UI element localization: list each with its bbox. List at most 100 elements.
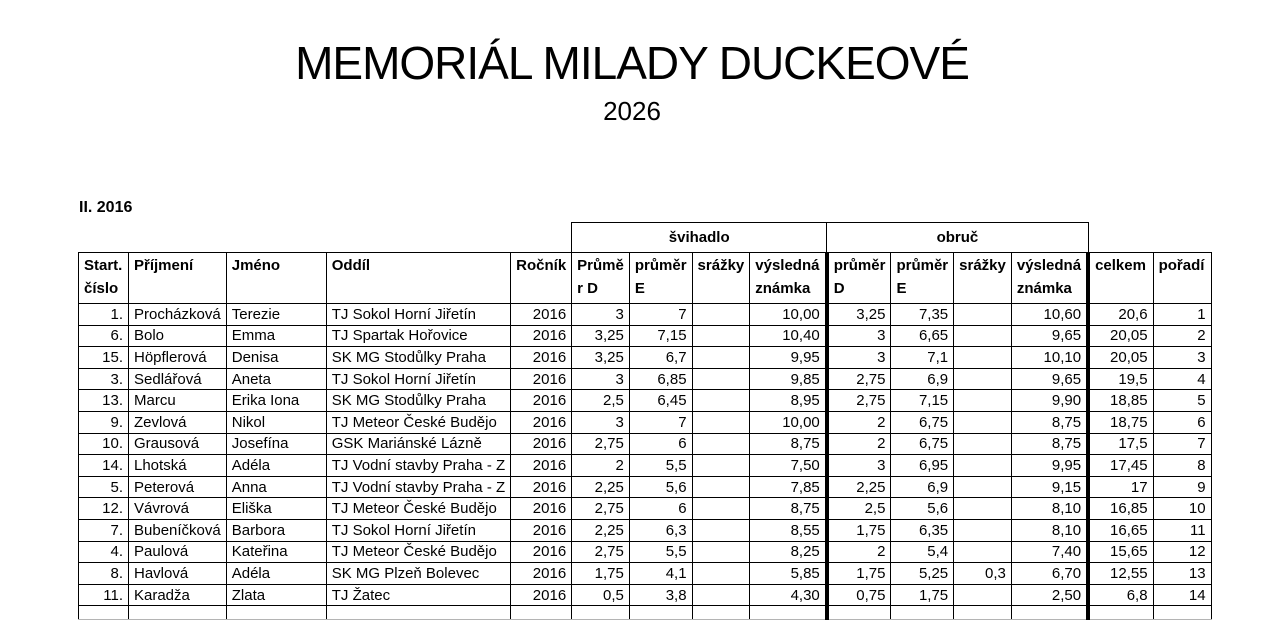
table-row: 7. Bubeníčková Barbora TJ Sokol Horní Jiřet… <box>78 518 1212 542</box>
cell-celkem: 17,45 <box>1086 454 1154 477</box>
cell-obruc-srazky <box>953 432 1012 456</box>
cell-start-number: 9. <box>78 410 129 434</box>
cell-start-number: 4. <box>78 540 129 564</box>
col-header-svihadlo-vysledna: výsledná známka <box>749 252 828 304</box>
cell-obruc-prumer-d: 3,25 <box>824 303 892 326</box>
cell-birth-year: 2016 <box>510 475 573 499</box>
cell-obruc-srazky <box>953 497 1012 520</box>
cell-celkem: 12,55 <box>1086 562 1154 585</box>
cell-obruc-prumer-e: 6,9 <box>890 475 955 499</box>
cell-surname: Peterová <box>128 475 227 499</box>
empty-cell <box>571 605 630 621</box>
cell-start-number: 5. <box>78 475 129 499</box>
empty-cell <box>628 605 693 621</box>
table-row: 15. Höpflerová Denisa SK MG Stodůlky Praha 2… <box>78 346 1212 369</box>
cell-celkem: 20,05 <box>1086 324 1154 348</box>
cell-poradi: 7 <box>1152 432 1212 456</box>
cell-first-name: Zlata <box>225 583 327 607</box>
cell-celkem: 16,85 <box>1086 497 1154 520</box>
cell-club: TJ Sokol Horní Jiřetín <box>325 303 512 326</box>
cell-poradi: 2 <box>1152 324 1212 348</box>
empty-cell <box>225 605 327 621</box>
table-row: 10. Grausová Josefína GSK Mariánské Lázně 20… <box>78 432 1212 456</box>
cell-obruc-prumer-e: 6,75 <box>890 432 955 456</box>
cell-svihadlo-srazky <box>691 324 751 348</box>
cell-start-number: 13. <box>78 389 129 412</box>
cell-surname: Bolo <box>128 324 227 348</box>
cell-svihadlo-srazky <box>691 303 751 326</box>
cell-start-number: 15. <box>78 346 129 369</box>
cell-svihadlo-srazky <box>691 367 751 391</box>
cell-obruc-prumer-e: 7,15 <box>890 389 955 412</box>
cell-first-name: Kateřina <box>225 540 327 564</box>
cell-svihadlo-prumer-d: 3,25 <box>571 346 630 369</box>
col-header-surname: Příjmení <box>128 252 227 304</box>
cell-obruc-vysledna: 9,15 <box>1010 475 1089 499</box>
cell-svihadlo-srazky <box>691 454 751 477</box>
group-spacer-left <box>79 223 572 253</box>
cell-obruc-vysledna: 8,75 <box>1010 410 1089 434</box>
cell-obruc-srazky <box>953 475 1012 499</box>
cell-club: TJ Spartak Hořovice <box>325 324 512 348</box>
cell-club: TJ Meteor České Budějo <box>325 497 512 520</box>
cell-birth-year: 2016 <box>510 432 573 456</box>
cell-svihadlo-prumer-d: 2,75 <box>571 497 630 520</box>
cell-obruc-vysledna: 6,70 <box>1010 562 1089 585</box>
cell-svihadlo-srazky <box>691 410 751 434</box>
cell-svihadlo-vysledna: 9,95 <box>749 346 828 369</box>
cell-start-number: 10. <box>78 432 129 456</box>
results-table: švihadlo obruč Start. číslo Příjmení Jmé… <box>78 222 1212 621</box>
cell-obruc-prumer-e: 6,35 <box>890 518 955 542</box>
cell-obruc-vysledna: 8,10 <box>1010 497 1089 520</box>
cell-birth-year: 2016 <box>510 562 573 585</box>
cell-obruc-prumer-d: 2,25 <box>824 475 892 499</box>
cell-birth-year: 2016 <box>510 454 573 477</box>
cell-obruc-srazky <box>953 367 1012 391</box>
cell-poradi: 10 <box>1152 497 1212 520</box>
cell-obruc-vysledna: 9,65 <box>1010 324 1089 348</box>
cell-club: SK MG Stodůlky Praha <box>325 346 512 369</box>
cell-obruc-prumer-d: 1,75 <box>824 518 892 542</box>
cell-start-number: 14. <box>78 454 129 477</box>
empty-cell <box>953 605 1012 621</box>
cell-surname: Höpflerová <box>128 346 227 369</box>
cell-svihadlo-vysledna: 10,40 <box>749 324 828 348</box>
cell-poradi: 1 <box>1152 303 1212 326</box>
cell-poradi: 5 <box>1152 389 1212 412</box>
cell-surname: Lhotská <box>128 454 227 477</box>
cell-svihadlo-vysledna: 8,95 <box>749 389 828 412</box>
col-header-obruc-vysledna: výsledná známka <box>1010 252 1089 304</box>
cell-obruc-vysledna: 8,75 <box>1010 432 1089 456</box>
cell-svihadlo-srazky <box>691 475 751 499</box>
cell-obruc-vysledna: 10,10 <box>1010 346 1089 369</box>
cell-obruc-vysledna: 10,60 <box>1010 303 1089 326</box>
cell-obruc-vysledna: 7,40 <box>1010 540 1089 564</box>
group-header-svihadlo: švihadlo <box>571 222 828 253</box>
cell-svihadlo-vysledna: 8,75 <box>749 432 828 456</box>
cell-birth-year: 2016 <box>510 303 573 326</box>
cell-start-number: 11. <box>78 583 129 607</box>
cell-obruc-srazky: 0,3 <box>953 562 1012 585</box>
cell-obruc-prumer-d: 1,75 <box>824 562 892 585</box>
cell-obruc-vysledna: 9,65 <box>1010 367 1089 391</box>
cell-celkem: 16,65 <box>1086 518 1154 542</box>
cell-svihadlo-srazky <box>691 583 751 607</box>
cell-svihadlo-prumer-d: 2,75 <box>571 540 630 564</box>
cell-svihadlo-srazky <box>691 540 751 564</box>
cell-birth-year: 2016 <box>510 497 573 520</box>
cell-svihadlo-prumer-e: 3,8 <box>628 583 693 607</box>
cell-svihadlo-srazky <box>691 389 751 412</box>
cell-start-number: 12. <box>78 497 129 520</box>
col-header-obruc-prumer-e: průměr E <box>890 252 955 304</box>
table-row: 12. Vávrová Eliška TJ Meteor České Budějo 20… <box>78 497 1212 520</box>
cell-first-name: Nikol <box>225 410 327 434</box>
cell-svihadlo-vysledna: 8,55 <box>749 518 828 542</box>
table-row: 6. Bolo Emma TJ Spartak Hořovice 2016 3,25 7,1… <box>78 324 1212 348</box>
cell-celkem: 6,8 <box>1086 583 1154 607</box>
cell-svihadlo-srazky <box>691 432 751 456</box>
cell-obruc-srazky <box>953 540 1012 564</box>
empty-cell <box>1152 605 1212 621</box>
cell-obruc-prumer-d: 2,5 <box>824 497 892 520</box>
cell-club: GSK Mariánské Lázně <box>325 432 512 456</box>
